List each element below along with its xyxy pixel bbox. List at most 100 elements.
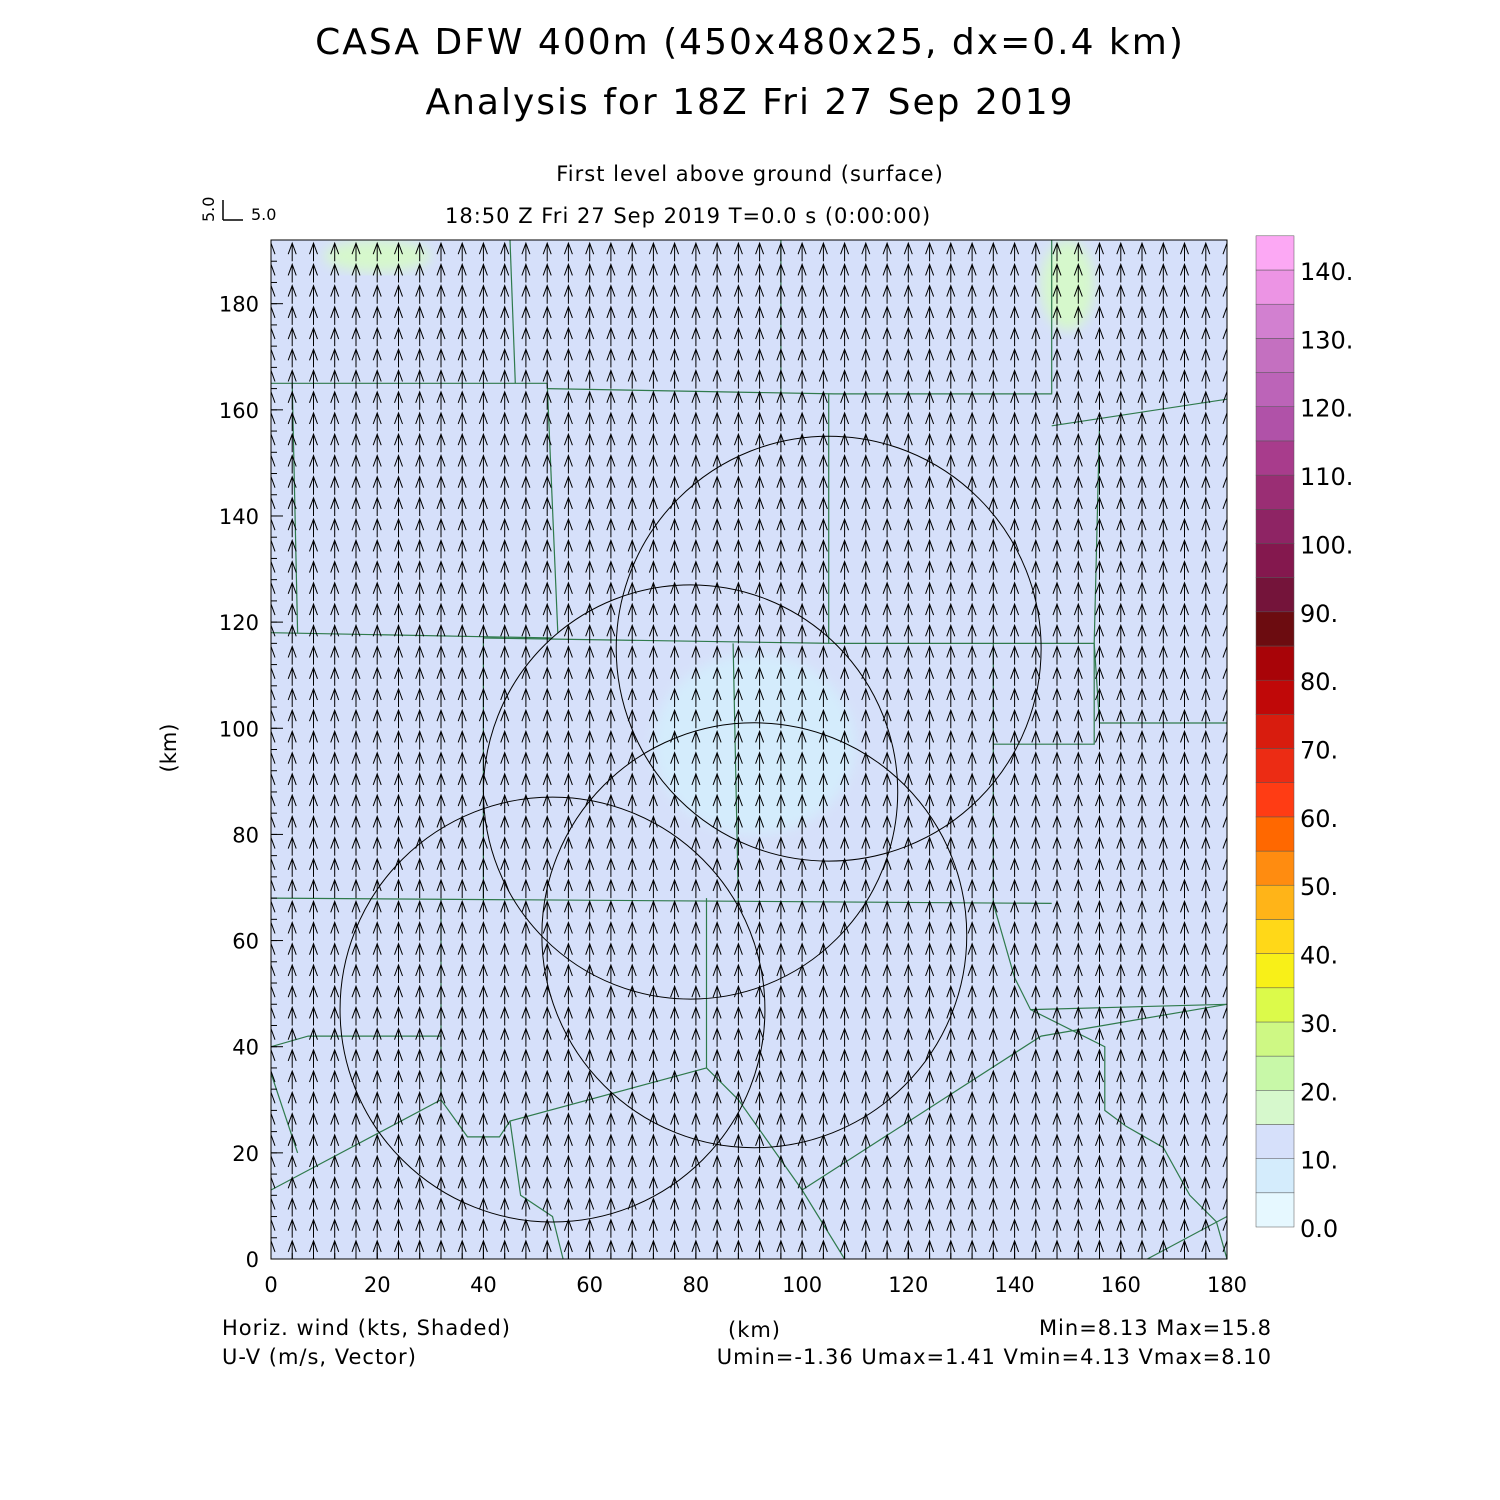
wind-vector: [967, 496, 977, 516]
wind-vector: [840, 1027, 850, 1047]
wind-vector: [1052, 284, 1062, 304]
wind-vector: [691, 984, 701, 1005]
wind-vector: [882, 793, 892, 814]
wind-vector: [542, 454, 552, 474]
wind-vector: [287, 1112, 297, 1132]
wind-vector: [733, 284, 743, 304]
wind-vector: [606, 623, 616, 644]
wind-vector: [1031, 878, 1041, 899]
wind-vector: [1010, 1154, 1020, 1175]
wind-vector: [330, 623, 340, 644]
wind-vector: [712, 475, 722, 495]
wind-vector: [563, 262, 573, 283]
wind-vector: [521, 475, 531, 495]
wind-vector: [1031, 814, 1041, 835]
wind-vector: [988, 1197, 998, 1217]
wind-vector: [1180, 369, 1189, 389]
wind-vector: [691, 454, 701, 474]
wind-vector: [691, 1175, 701, 1196]
wind-vector: [1180, 454, 1189, 474]
wind-vector: [351, 602, 361, 623]
wind-vector: [309, 1069, 318, 1090]
wind-vector: [925, 1027, 935, 1047]
wind-vector: [903, 729, 913, 750]
wind-vector: [415, 262, 425, 283]
wind-vector: [861, 1027, 871, 1047]
x-tick-label: 80: [683, 1273, 710, 1297]
wind-vector: [1222, 1027, 1227, 1047]
wind-vector: [967, 751, 977, 771]
wind-vector: [287, 454, 297, 474]
wind-vector: [585, 1090, 595, 1111]
wind-vector: [287, 369, 297, 389]
wind-vector: [648, 772, 658, 792]
wind-vector: [648, 538, 658, 559]
wind-vector: [271, 1133, 276, 1153]
wind-vector: [818, 326, 828, 347]
wind-vector: [330, 1175, 340, 1196]
wind-vector: [436, 390, 446, 410]
wind-vector: [1010, 772, 1020, 792]
wind-vector: [712, 899, 722, 920]
wind-vector: [967, 326, 977, 347]
wind-vector: [712, 708, 722, 729]
wind-vector: [351, 963, 361, 983]
wind-vector: [691, 305, 701, 325]
wind-vector: [1095, 1005, 1104, 1026]
wind-vector: [1010, 305, 1020, 325]
wind-vector: [840, 262, 850, 283]
wind-vector: [309, 857, 318, 877]
wind-vector: [436, 1027, 446, 1047]
wind-vector: [1073, 241, 1083, 262]
wind-vector: [415, 814, 425, 835]
wind-vector: [712, 262, 722, 283]
wind-vector: [712, 1027, 722, 1047]
wind-vector: [394, 284, 403, 304]
wind-vector: [882, 942, 892, 962]
wind-vector: [478, 475, 488, 495]
wind-vector: [1201, 751, 1211, 771]
wind-vector: [882, 772, 892, 792]
wind-vector: [500, 602, 510, 623]
wind-vector: [946, 1069, 956, 1090]
wind-vector: [882, 1197, 892, 1217]
wind-vector: [1116, 1090, 1126, 1111]
wind-vector: [627, 1218, 637, 1238]
wind-vector: [351, 899, 361, 920]
wind-vector: [394, 1175, 403, 1196]
wind-vector: [648, 432, 658, 453]
wind-vector: [287, 432, 297, 453]
wind-vector: [436, 496, 446, 516]
wind-vector: [1073, 645, 1083, 665]
wind-vector: [1222, 836, 1227, 856]
wind-vector: [585, 517, 595, 538]
wind-vector: [287, 1005, 297, 1026]
wind-vector: [840, 836, 850, 856]
wind-vector: [309, 1133, 318, 1153]
wind-vector: [1010, 411, 1020, 432]
wind-vector: [691, 411, 701, 432]
wind-vector: [521, 1154, 531, 1175]
wind-vector: [1180, 899, 1189, 920]
wind-vector: [1095, 729, 1104, 750]
wind-vector: [542, 772, 552, 792]
wind-vector: [925, 347, 935, 368]
wind-vector: [1137, 836, 1147, 856]
wind-vector: [648, 1175, 658, 1196]
wind-vector: [882, 602, 892, 623]
wind-vector: [1010, 708, 1020, 729]
wind-vector: [712, 1154, 722, 1175]
wind-vector: [1052, 772, 1062, 792]
wind-vector: [840, 1005, 850, 1026]
wind-vector: [271, 581, 276, 601]
wind-vector: [797, 475, 807, 495]
wind-vector: [733, 262, 743, 283]
wind-vector: [903, 666, 913, 686]
wind-vector: [1158, 751, 1168, 771]
wind-vector: [372, 878, 382, 899]
wind-vector: [394, 1197, 403, 1217]
wind-vector: [500, 878, 510, 899]
wind-vector: [733, 857, 743, 877]
wind-vector: [776, 326, 786, 347]
wind-vector: [776, 899, 786, 920]
